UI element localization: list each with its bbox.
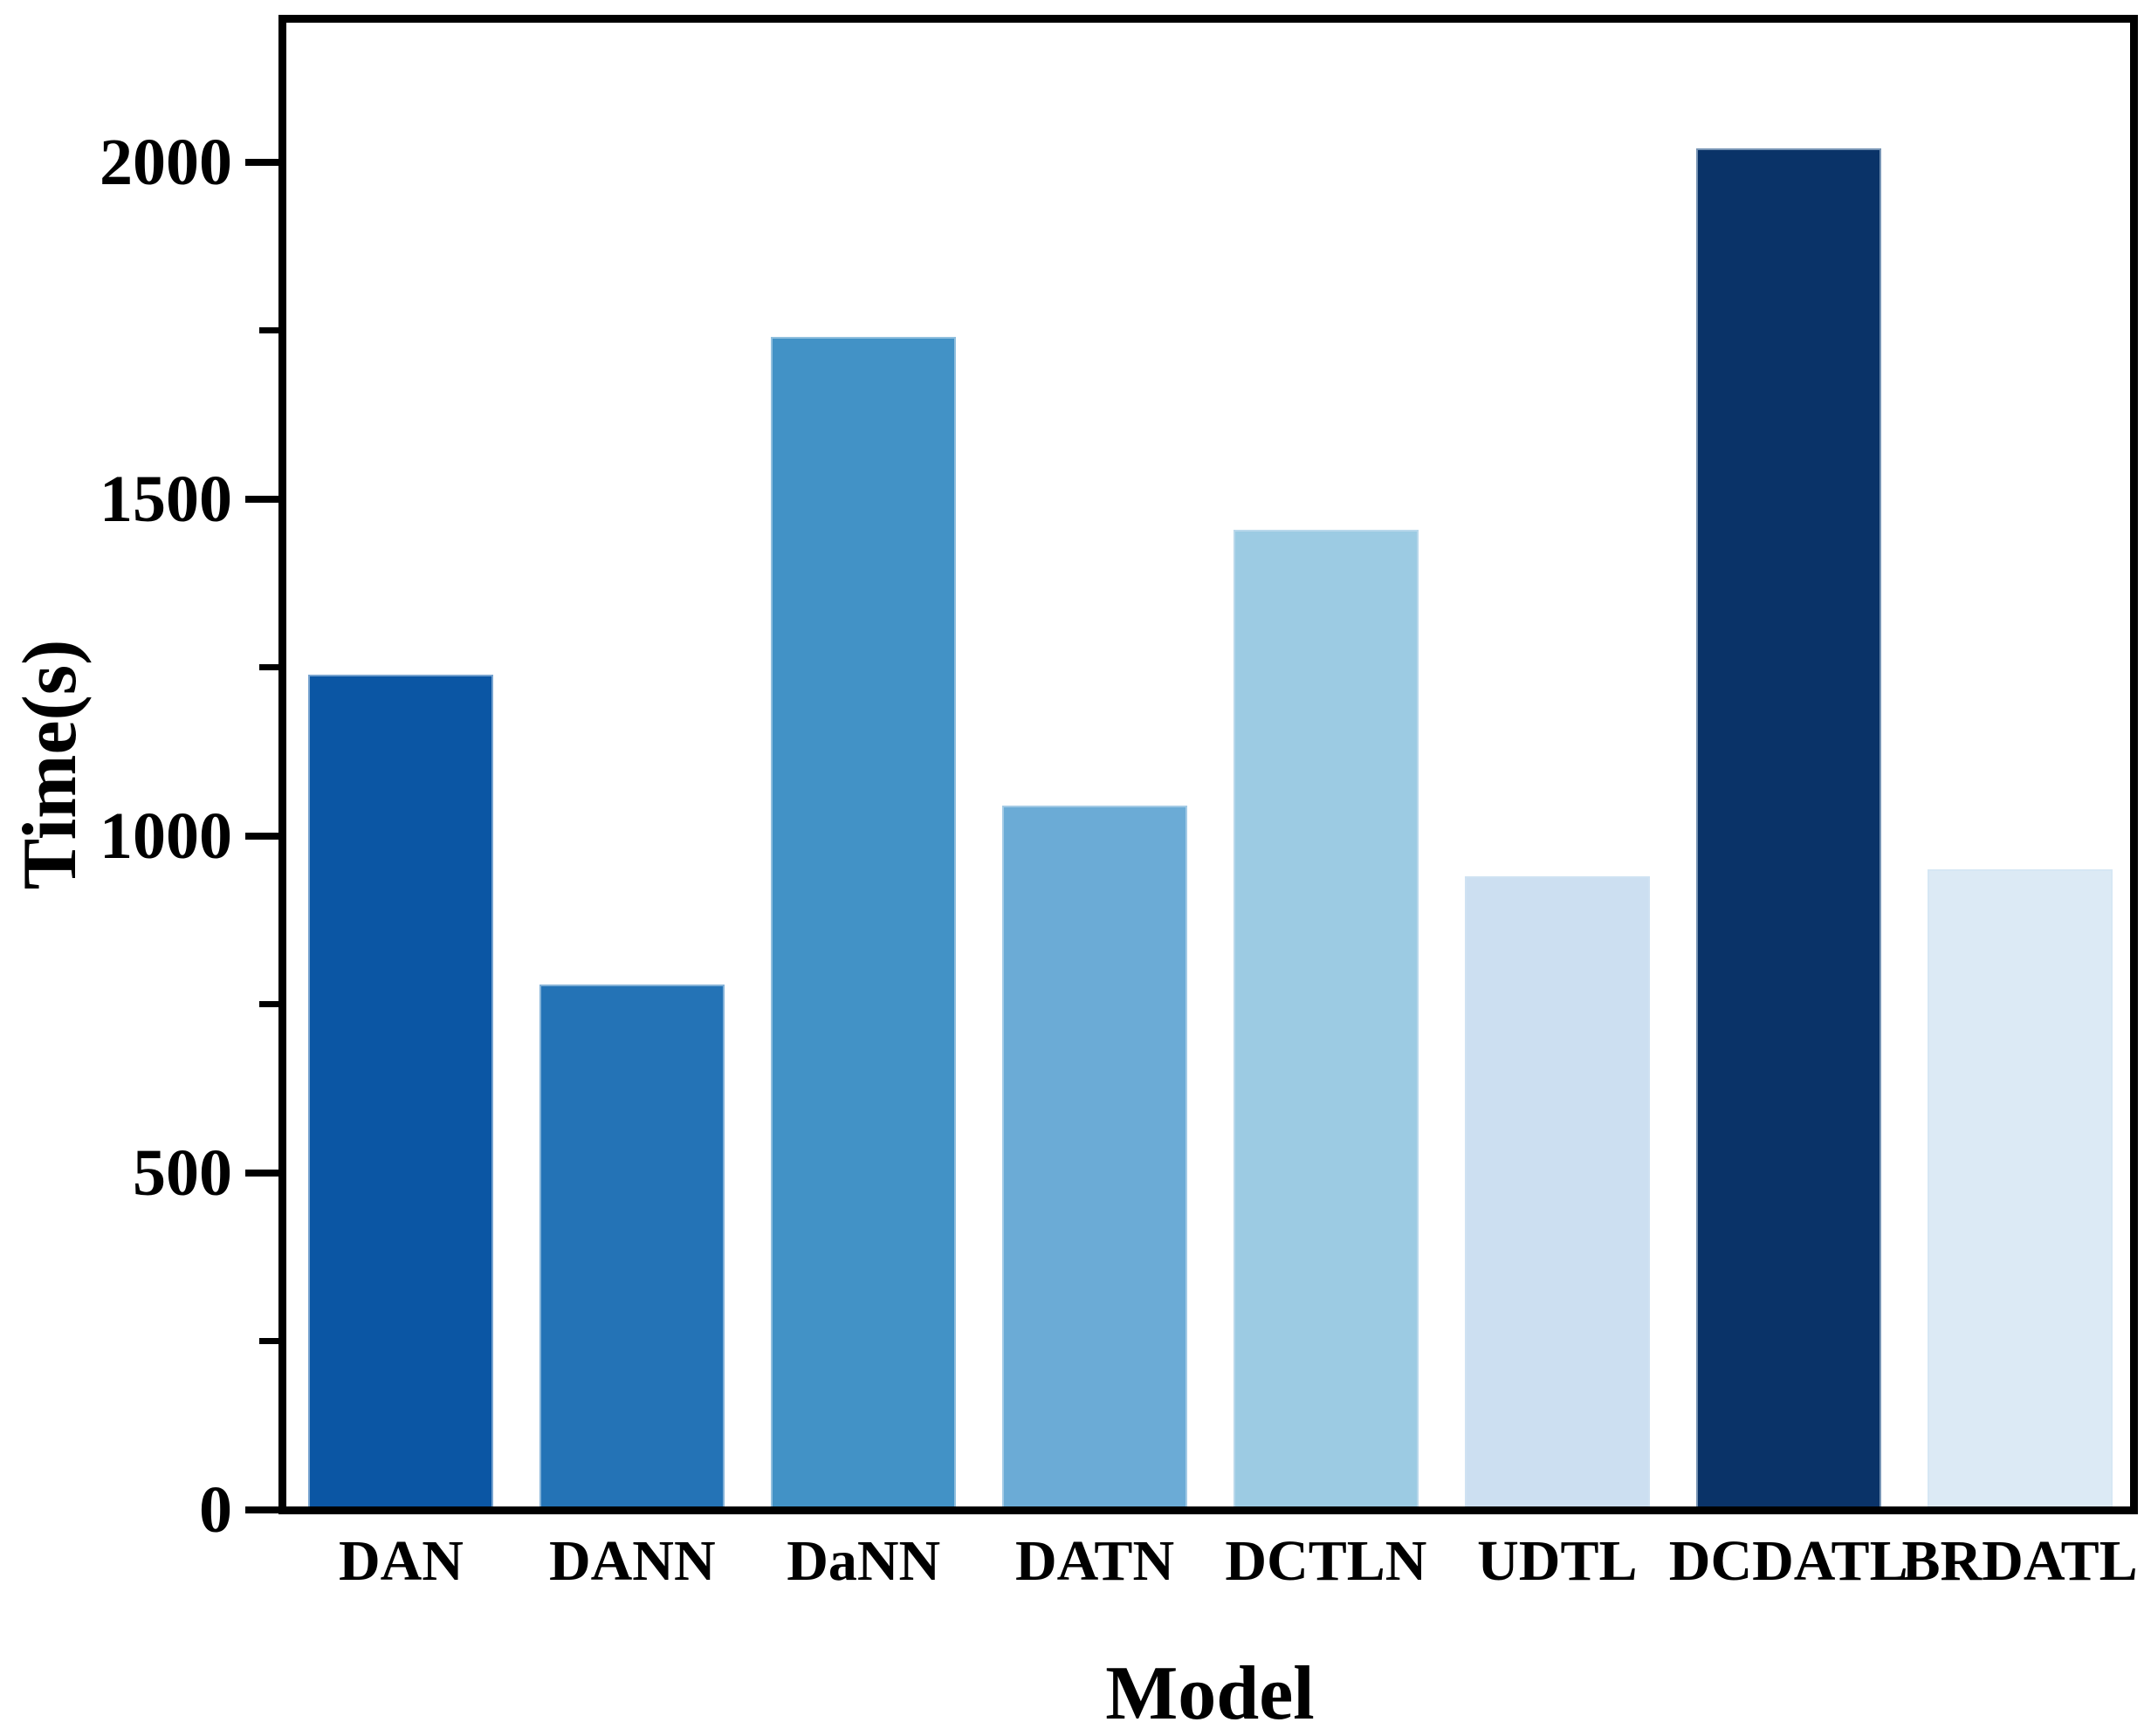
bar-dctln: [1233, 529, 1419, 1510]
bar-brdatl: [1927, 869, 2113, 1510]
bar-dann: [771, 337, 957, 1510]
x-axis-spine: [278, 1506, 2138, 1514]
bar-dann: [539, 984, 725, 1510]
y-tick-label-2000: 2000: [100, 125, 232, 199]
y-tick-label-1000: 1000: [100, 799, 232, 873]
x-category-label-dann: DaNN: [787, 1529, 941, 1593]
y-major-tick-1000: [245, 832, 278, 840]
right-border-spine: [2130, 15, 2138, 1513]
y-major-tick-0: [245, 1506, 278, 1513]
y-major-tick-1500: [245, 495, 278, 503]
y-tick-label-1500: 1500: [100, 462, 232, 536]
x-category-label-dctln: DCTLN: [1225, 1529, 1427, 1593]
x-category-label-udtl: UDTL: [1477, 1529, 1638, 1593]
x-category-label-dcdatl: DCDATL: [1668, 1529, 1908, 1593]
y-tick-label-0: 0: [199, 1473, 232, 1547]
y-minor-tick-1250: [259, 664, 278, 671]
y-major-tick-500: [245, 1169, 278, 1177]
y-minor-tick-250: [259, 1338, 278, 1345]
y-major-tick-2000: [245, 158, 278, 166]
y-tick-label-500: 500: [133, 1136, 232, 1210]
bar-udtl: [1464, 876, 1650, 1510]
plot-area: [285, 19, 2135, 1510]
bar-dan: [308, 674, 494, 1510]
bar-datn: [1002, 806, 1187, 1510]
x-category-label-dan: DAN: [338, 1529, 464, 1593]
x-category-label-datn: DATN: [1015, 1529, 1175, 1593]
x-category-label-brdatl: BRDATL: [1901, 1529, 2138, 1593]
y-axis-spine: [278, 15, 286, 1513]
top-border-spine: [278, 15, 2138, 23]
x-axis-title: Model: [1105, 1651, 1315, 1736]
bar-dcdatl: [1695, 148, 1881, 1510]
y-axis-title: Time(s): [8, 639, 93, 890]
x-category-label-dann: DANN: [548, 1529, 716, 1593]
y-minor-tick-750: [259, 1001, 278, 1008]
y-minor-tick-1750: [259, 327, 278, 334]
